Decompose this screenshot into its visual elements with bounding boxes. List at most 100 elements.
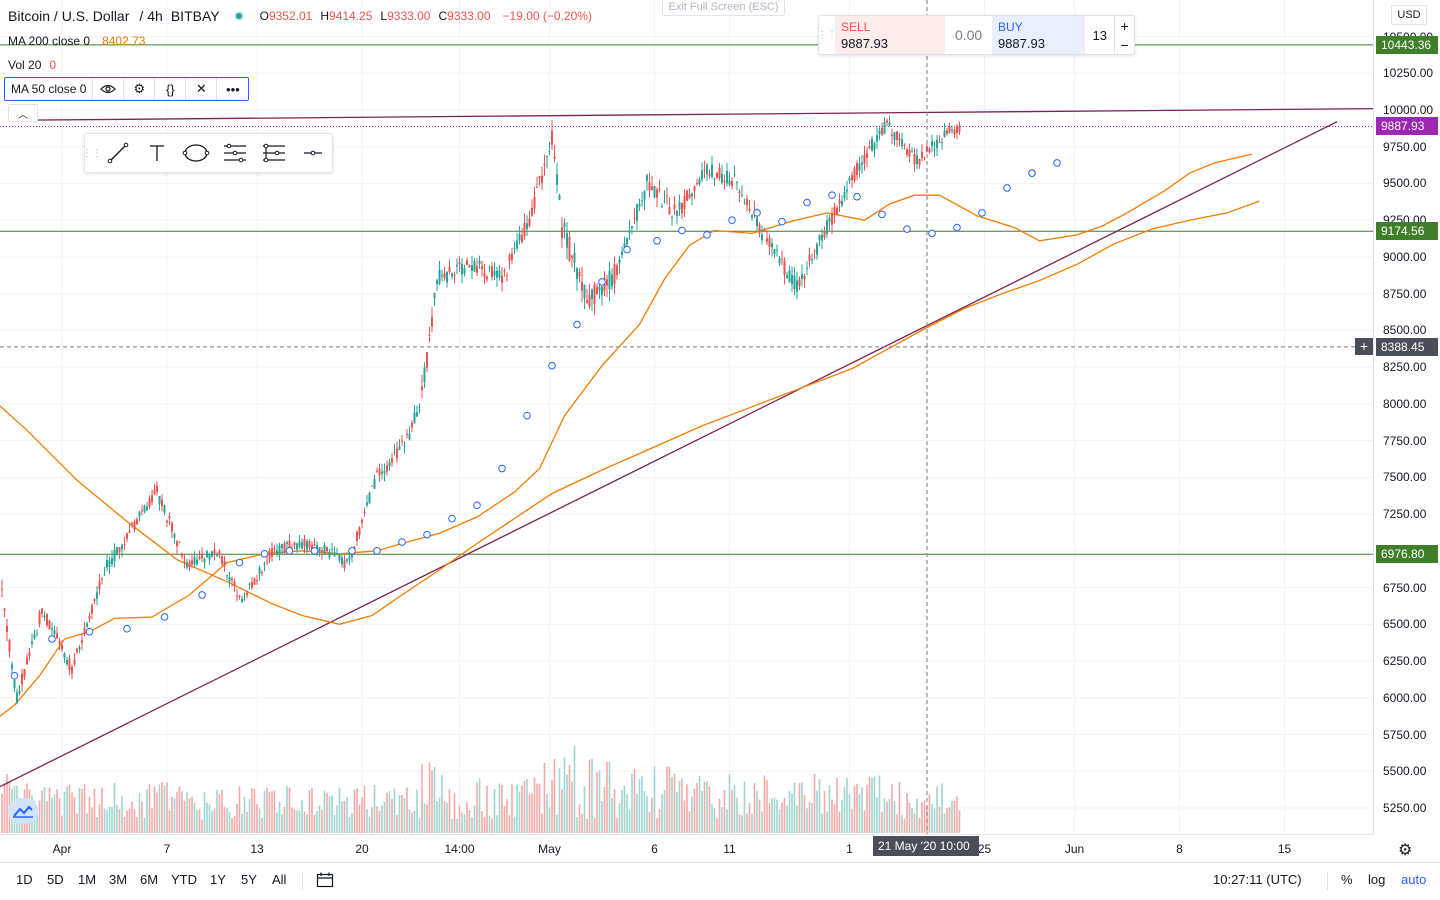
candle-body (56, 633, 58, 639)
volume-bar (818, 779, 821, 833)
exit-fullscreen-hint[interactable]: Exit Full Screen (ESC) (662, 0, 785, 16)
drag-handle-icon[interactable]: ⋮⋮ (817, 29, 837, 41)
range-button[interactable]: 5Y (241, 872, 257, 887)
ma-marker (48, 635, 56, 643)
add-alert-icon[interactable]: + (1355, 338, 1373, 355)
candle-body (213, 549, 216, 554)
time-tick: 11 (723, 842, 736, 856)
candle-body (596, 287, 598, 295)
volume-bar (381, 805, 383, 833)
buy-button[interactable]: BUY 9887.93 (991, 16, 1086, 54)
volume-bar (736, 797, 738, 833)
volume-bar (883, 798, 886, 833)
volume-bar (918, 817, 921, 833)
braces-icon[interactable]: {} (155, 78, 187, 100)
range-button[interactable]: 1Y (210, 872, 226, 887)
horizontal-line-icon[interactable] (293, 134, 332, 172)
candle-body (843, 191, 846, 199)
ellipse-icon[interactable] (177, 134, 216, 172)
candle-body (233, 581, 236, 587)
clock[interactable]: 10:27:11 (UTC) (1213, 872, 1302, 887)
price-axis[interactable] (1373, 0, 1440, 834)
volume-bar (418, 817, 421, 833)
volume-bar (516, 784, 518, 833)
close-icon[interactable]: ✕ (186, 78, 218, 100)
percent-scale-button[interactable]: % (1341, 872, 1353, 887)
volume-bar (358, 804, 361, 833)
volume-bar (108, 806, 111, 833)
more-icon[interactable]: ••• (226, 81, 240, 97)
candle-body (641, 200, 643, 202)
volume-bar (523, 780, 526, 833)
price-chart-canvas[interactable] (0, 0, 1373, 834)
ma50-legend[interactable]: MA 50 close 0 ⚙ {} ✕ ••• (4, 77, 250, 101)
candle-body (631, 226, 633, 229)
symbol-name[interactable]: Bitcoin / U.S. Dollar (8, 8, 130, 24)
ma200-legend[interactable]: MA 200 close 0 8402.73 (8, 34, 145, 48)
decrease-quantity-button[interactable]: − (1120, 36, 1129, 53)
fib-icon[interactable] (215, 134, 254, 172)
quantity-input[interactable]: 13 (1085, 16, 1116, 54)
range-button[interactable]: 5D (47, 872, 64, 887)
interval-label[interactable]: 4h (147, 8, 163, 24)
candle-body (318, 547, 321, 553)
divider (1327, 872, 1328, 890)
candle-body (848, 177, 851, 181)
auto-scale-button[interactable]: auto (1401, 872, 1427, 887)
candle-body (648, 182, 651, 191)
increase-quantity-button[interactable]: + (1120, 17, 1129, 34)
sell-button[interactable]: SELL 9887.93 (835, 16, 946, 54)
candle-body (581, 282, 583, 291)
currency-label[interactable]: USD (1391, 5, 1427, 25)
volume-legend[interactable]: Vol 20 0 (8, 58, 56, 72)
calendar-icon[interactable] (316, 872, 334, 893)
candle-body (613, 264, 616, 285)
collapse-legend-button[interactable]: ︿ (8, 104, 38, 122)
volume-bar (766, 780, 768, 833)
candle-body (121, 545, 123, 550)
candle-body (343, 560, 346, 569)
price-tick: 6250.00 (1383, 654, 1427, 669)
eye-icon[interactable] (93, 78, 125, 100)
candle-body (301, 542, 303, 549)
range-button[interactable]: All (272, 872, 287, 887)
volume-bar (336, 805, 338, 833)
volume-bar (751, 814, 753, 833)
ohlc-key: L (380, 9, 388, 23)
candle-body (216, 553, 218, 556)
tradingview-logo-icon[interactable] (8, 798, 38, 824)
volume-bar (536, 783, 538, 833)
ohlc-value: 9333.00 (387, 9, 431, 23)
candle-body (618, 259, 621, 264)
volume-bar (576, 817, 578, 833)
candle-body (576, 268, 578, 280)
gear-icon[interactable]: ⚙ (1398, 842, 1413, 859)
volume-bar (616, 818, 618, 833)
pitchfork-icon[interactable] (254, 134, 293, 172)
range-button[interactable]: 1D (16, 872, 33, 887)
range-button[interactable]: YTD (171, 872, 197, 887)
price-tick: 7250.00 (1383, 507, 1427, 522)
volume-bar (3, 783, 6, 833)
drag-handle-icon[interactable]: ⋮⋮ (82, 147, 102, 159)
candle-body (133, 521, 136, 530)
volume-bar (741, 815, 743, 833)
candle-body (8, 640, 11, 652)
price-tick: 6000.00 (1383, 690, 1427, 705)
text-icon[interactable] (138, 134, 177, 172)
time-axis[interactable] (0, 834, 1373, 862)
candle-body (388, 462, 391, 467)
volume-bar (511, 784, 513, 833)
candle-body (391, 458, 393, 463)
volume-bar (676, 791, 678, 833)
range-button[interactable]: 1M (78, 872, 97, 887)
candle-body (396, 448, 398, 459)
range-button[interactable]: 6M (140, 872, 159, 887)
volume-bar (843, 787, 846, 833)
trend-line-icon[interactable] (99, 134, 138, 172)
ma200-line (0, 200, 1260, 625)
candle-body (481, 265, 483, 269)
range-button[interactable]: 3M (109, 872, 128, 887)
log-scale-button[interactable]: log (1368, 872, 1386, 887)
gear-icon[interactable]: ⚙ (124, 78, 156, 100)
